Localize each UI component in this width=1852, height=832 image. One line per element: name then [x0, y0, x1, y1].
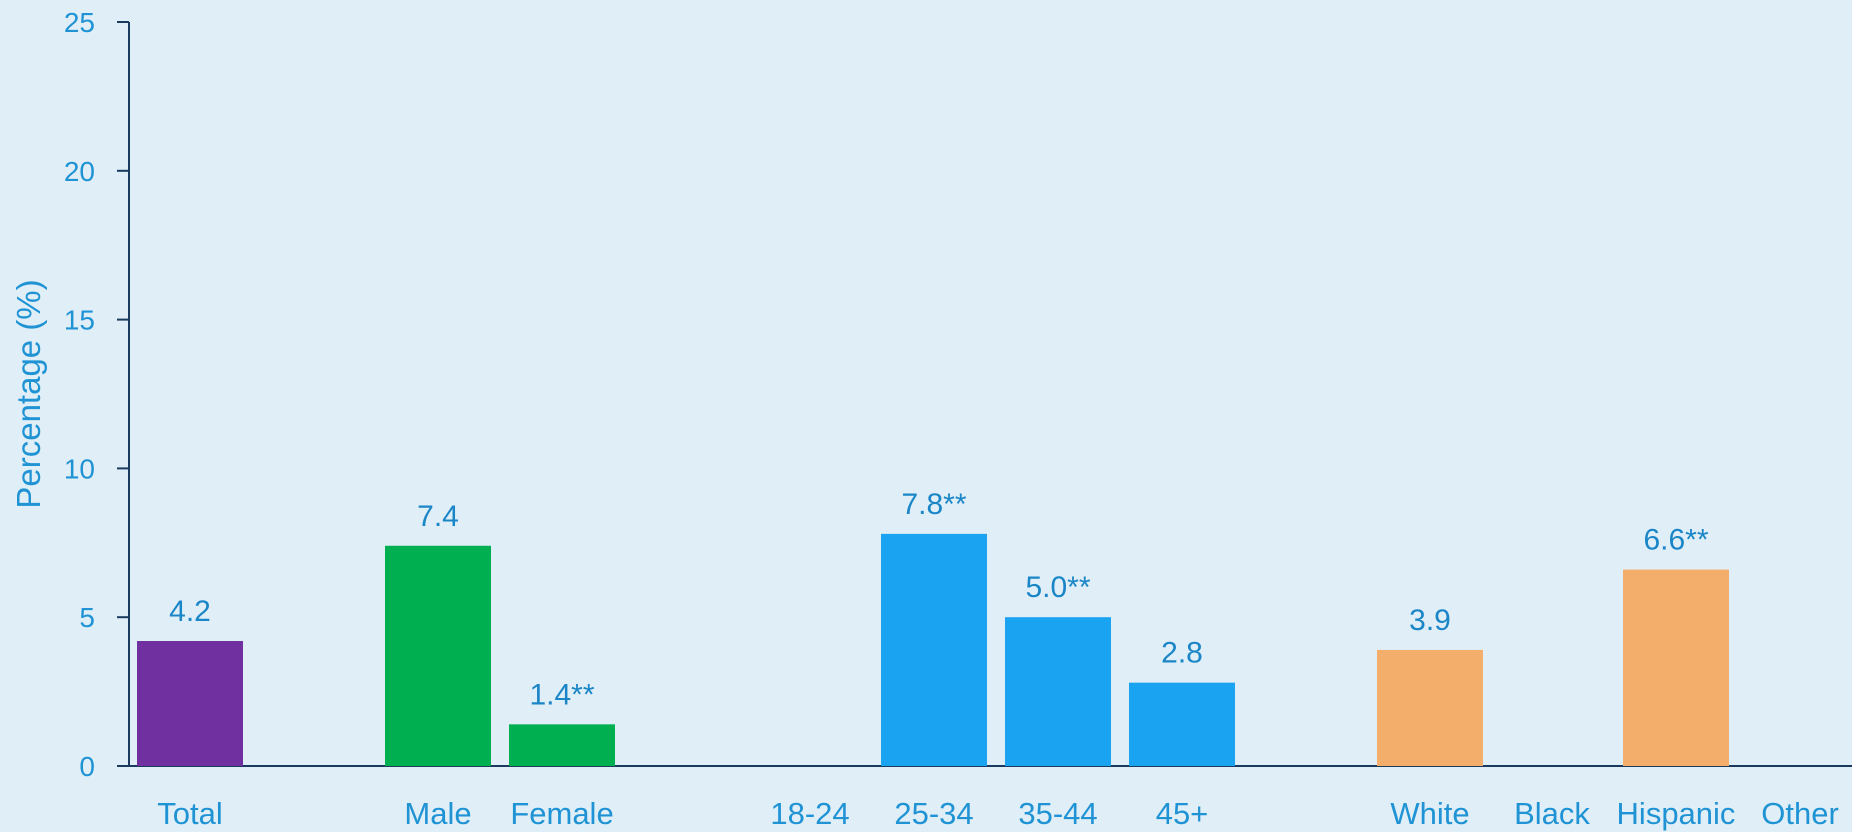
- data-label: 7.8**: [901, 488, 966, 521]
- data-label: 4.2: [169, 595, 211, 628]
- data-label: 6.6**: [1643, 524, 1708, 557]
- y-axis-title: Percentage (%): [10, 279, 47, 508]
- x-tick-label: 18-24: [770, 796, 849, 831]
- bar-white: [1377, 649, 1483, 766]
- y-tick-label: 0: [79, 751, 95, 782]
- y-tick-label: 15: [64, 305, 95, 336]
- data-label: 1.4**: [529, 678, 594, 711]
- x-tick-label: White: [1390, 796, 1469, 831]
- y-tick-label: 5: [79, 602, 95, 633]
- x-tick-label: 35-44: [1018, 796, 1097, 831]
- bar-total: [137, 641, 243, 766]
- x-tick-label: 45+: [1156, 796, 1209, 831]
- bar-male: [385, 545, 491, 766]
- data-label: 3.9: [1409, 604, 1451, 637]
- x-tick-label: Male: [404, 796, 471, 831]
- x-tick-label: Other: [1761, 796, 1839, 831]
- x-tick-label: 25-34: [894, 796, 973, 831]
- data-label: 5.0**: [1025, 571, 1090, 604]
- data-label: 2.8: [1161, 637, 1203, 670]
- x-tick-label: Black: [1514, 796, 1590, 831]
- y-tick-label: 10: [64, 453, 95, 484]
- x-tick-label: Female: [510, 796, 613, 831]
- y-tick-label: 25: [64, 7, 95, 38]
- x-tick-label: Hispanic: [1617, 796, 1736, 831]
- y-tick-label: 20: [64, 156, 95, 187]
- data-label: 7.4: [417, 500, 459, 533]
- bar-hispanic: [1623, 569, 1729, 766]
- bar-35-44: [1005, 617, 1111, 766]
- bar-female: [509, 724, 615, 766]
- bar-45-: [1129, 682, 1235, 766]
- bar-25-34: [881, 533, 987, 766]
- x-tick-label: Total: [157, 796, 222, 831]
